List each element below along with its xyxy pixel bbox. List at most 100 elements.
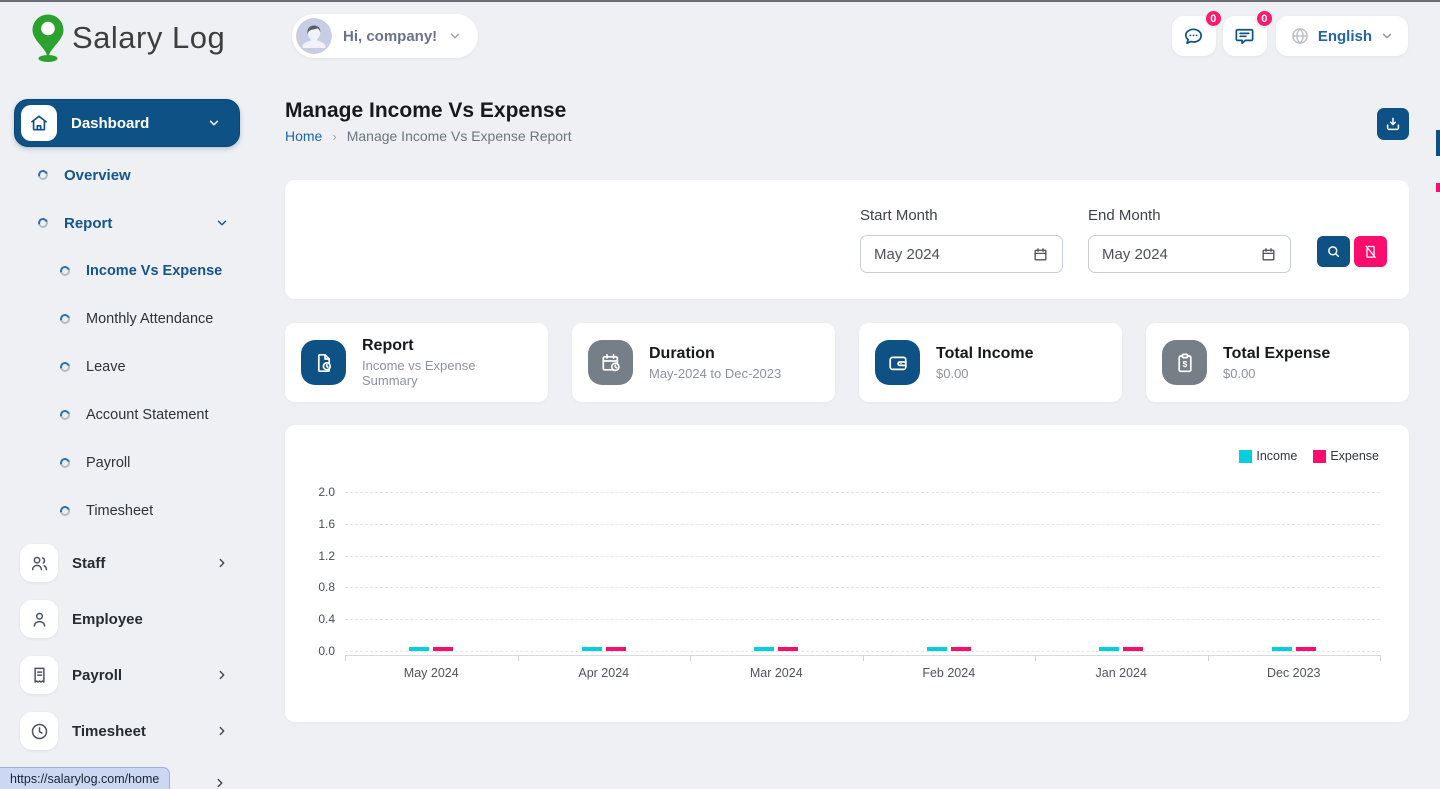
x-axis-tick: [1380, 655, 1381, 661]
bar-expense-apr-2024: [606, 647, 626, 651]
chart-gridline: [345, 524, 1380, 525]
summary-card-title: Report: [362, 337, 532, 355]
circle-bullet-icon: [58, 312, 72, 326]
calendar-icon[interactable]: [1032, 246, 1049, 263]
circle-bullet-icon: [58, 504, 72, 518]
sidebar-item-payroll[interactable]: Payroll: [0, 439, 255, 487]
chart-legend: Income Expense: [1239, 449, 1379, 463]
circle-bullet-icon: [36, 168, 50, 182]
y-axis-tick-label: 0.8: [295, 580, 335, 594]
sidebar-item-account-statement[interactable]: Account Statement: [0, 391, 255, 439]
sidebar-item-label: Employee: [72, 611, 143, 628]
circle-bullet-icon: [58, 456, 72, 470]
income-expense-chart: IncomeExpense 0.00.40.81.21.62.0May 2024…: [285, 425, 1409, 722]
download-report-button[interactable]: [1377, 108, 1409, 140]
sidebar-item-monthly-attendance[interactable]: Monthly Attendance: [0, 295, 255, 343]
end-month-value: May 2024: [1102, 246, 1168, 263]
chevron-right-icon: [213, 776, 227, 789]
reset-filter-button[interactable]: [1354, 236, 1387, 267]
summary-cards: ReportIncome vs Expense Summary Duration M…: [285, 323, 1409, 402]
chat-notifications-button[interactable]: 0: [1172, 16, 1216, 56]
sidebar-item-label: Timesheet: [86, 503, 153, 519]
summary-card-title: Total Expense: [1223, 345, 1330, 363]
sidebar-item-payroll[interactable]: Payroll: [0, 647, 255, 703]
legend-swatch: [1313, 450, 1326, 463]
breadcrumb-home-link[interactable]: Home: [285, 128, 322, 144]
breadcrumb: Home › Manage Income Vs Expense Report: [285, 128, 572, 144]
x-axis-tick: [863, 655, 864, 661]
legend-label: Expense: [1330, 449, 1379, 463]
sidebar-item-staff[interactable]: Staff: [0, 535, 255, 591]
sidebar-item-leave[interactable]: Leave: [0, 343, 255, 391]
legend-label: Income: [1256, 449, 1297, 463]
chat-bubble-icon: [1182, 25, 1205, 48]
bar-income-apr-2024: [582, 647, 602, 651]
clear-filter-icon: [1362, 243, 1379, 260]
message-lines-icon: [1233, 25, 1256, 48]
search-icon: [1325, 243, 1342, 260]
x-axis-category-label: Mar 2024: [711, 666, 841, 680]
sidebar-item-timesheet[interactable]: Timesheet: [0, 703, 255, 759]
sidebar-dashboard-label: Dashboard: [71, 115, 193, 132]
legend-item-expense[interactable]: Expense: [1313, 449, 1379, 463]
brand-logo[interactable]: Salary Log: [28, 12, 225, 64]
bar-expense-mar-2024: [778, 647, 798, 651]
bar-expense-dec-2023: [1296, 647, 1316, 651]
x-axis-category-label: May 2024: [366, 666, 496, 680]
window-top-edge: [0, 0, 1440, 2]
y-axis-tick-label: 0.0: [295, 644, 335, 658]
summary-card-total-income: Total Income$0.00: [859, 323, 1122, 402]
summary-card-total-expense: $Total Expense$0.00: [1146, 323, 1409, 402]
message-notifications-button[interactable]: 0: [1223, 16, 1267, 56]
chart-gridline: [345, 556, 1380, 557]
calendar-icon[interactable]: [1260, 246, 1277, 263]
end-month-input[interactable]: May 2024: [1088, 235, 1291, 273]
chart-gridline: [345, 651, 1380, 652]
x-axis-category-label: Feb 2024: [884, 666, 1014, 680]
y-axis-tick-label: 0.4: [295, 612, 335, 626]
file-clock-icon: [301, 340, 346, 385]
start-month-label: Start Month: [860, 207, 938, 224]
browser-status-url: https://salarylog.com/home: [0, 767, 170, 789]
x-axis-tick: [690, 655, 691, 661]
sidebar-item-report[interactable]: Report: [0, 199, 255, 247]
legend-item-income[interactable]: Income: [1239, 449, 1297, 463]
circle-bullet-icon: [58, 264, 72, 278]
page-title: Manage Income Vs Expense: [285, 99, 566, 123]
x-axis-tick: [518, 655, 519, 661]
bar-income-jan-2024: [1099, 647, 1119, 651]
user-menu[interactable]: Hi, company!: [292, 14, 478, 58]
download-icon: [1384, 115, 1402, 133]
messages-badge: 0: [1255, 9, 1274, 28]
start-month-input[interactable]: May 2024: [860, 235, 1063, 273]
bar-income-feb-2024: [927, 647, 947, 651]
sidebar-item-overview[interactable]: Overview: [0, 151, 255, 199]
calendar-clock-icon: [588, 340, 633, 385]
chevron-right-icon: [215, 724, 229, 738]
user-greeting: Hi, company!: [343, 28, 437, 45]
sidebar-item-label: Leave: [86, 359, 126, 375]
sidebar-item-dashboard[interactable]: Dashboard: [14, 99, 240, 147]
breadcrumb-separator: ›: [332, 129, 336, 144]
summary-card-value: May-2024 to Dec-2023: [649, 366, 781, 381]
summary-card-title: Total Income: [936, 345, 1034, 363]
chevron-down-icon: [207, 116, 221, 130]
chevron-right-icon: [215, 668, 229, 682]
sidebar-item-label: Payroll: [72, 667, 122, 684]
chart-gridline: [345, 619, 1380, 620]
y-axis-tick-label: 2.0: [295, 485, 335, 499]
x-axis-tick: [345, 655, 346, 661]
y-axis-tick-label: 1.2: [295, 549, 335, 563]
svg-text:$: $: [1182, 359, 1187, 369]
bar-expense-may-2024: [433, 647, 453, 651]
sidebar-item-income-vs-expense[interactable]: Income Vs Expense: [0, 247, 255, 295]
summary-card-title: Duration: [649, 345, 781, 363]
search-button[interactable]: [1317, 236, 1350, 267]
circle-bullet-icon: [36, 216, 50, 230]
header-actions: 0 0 English: [1172, 16, 1408, 56]
sidebar-item-employee[interactable]: Employee: [0, 591, 255, 647]
sidebar-item-timesheet[interactable]: Timesheet: [0, 487, 255, 535]
summary-card-report: ReportIncome vs Expense Summary: [285, 323, 548, 402]
chevron-right-icon: [215, 556, 229, 570]
language-selector[interactable]: English: [1276, 16, 1408, 56]
